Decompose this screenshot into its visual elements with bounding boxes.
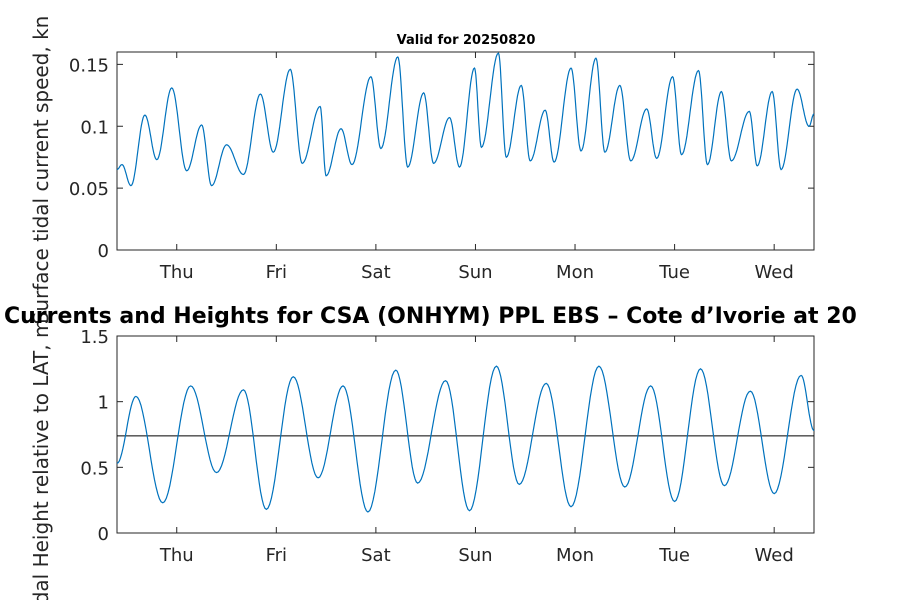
current-y-tick-label: 0.05 xyxy=(69,179,109,200)
current-x-tick-label: Thu xyxy=(159,262,194,283)
height-x-tick-label: Sun xyxy=(458,545,492,566)
height-x-tick-labels: Thu Fri Sat Sun Mon Tue Wed xyxy=(159,545,794,566)
height-x-tick-label: Fri xyxy=(266,545,287,566)
current-y-tick-label: 0.1 xyxy=(80,117,109,138)
height-y-tick-label: 0.5 xyxy=(80,458,109,479)
height-x-tick-label: Sat xyxy=(361,545,391,566)
height-y-axis-label: Tidal Height relative to LAT, m xyxy=(29,319,53,600)
current-plot-area xyxy=(116,51,815,251)
height-y-tick-label: 0 xyxy=(98,524,109,545)
height-y-tick-labels: 0 0.5 1 1.5 xyxy=(80,327,109,545)
current-x-tick-label: Tue xyxy=(658,262,690,283)
height-x-tick-label: Mon xyxy=(556,545,594,566)
current-y-tick-labels: 0 0.05 0.1 0.15 xyxy=(69,55,109,262)
current-y-axis-label: Surface tidal current speed, kn xyxy=(29,16,53,325)
tidal-height-line xyxy=(116,365,815,513)
current-x-tick-label: Wed xyxy=(755,262,794,283)
height-y-tick-label: 1 xyxy=(98,393,109,414)
current-panel-title: Valid for 20250820 xyxy=(397,33,536,48)
current-x-tick-label: Sat xyxy=(361,262,391,283)
current-speed-panel: Thu Fri Sat Sun Mon Tue Wed 0 0.05 0.1 0.15 Valid… xyxy=(29,16,815,325)
current-x-tick-label: Mon xyxy=(556,262,594,283)
current-x-tick-label: Fri xyxy=(266,262,287,283)
height-x-tick-label: Thu xyxy=(159,545,194,566)
current-y-tick-label: 0 xyxy=(98,241,109,262)
height-y-tick-label: 1.5 xyxy=(80,327,109,348)
current-x-tick-labels: Thu Fri Sat Sun Mon Tue Wed xyxy=(159,262,794,283)
current-x-tick-label: Sun xyxy=(458,262,492,283)
current-axis-ticks xyxy=(117,52,814,251)
current-speed-line xyxy=(116,52,815,187)
height-x-tick-label: Wed xyxy=(755,545,794,566)
main-figure-title: Currents and Heights for CSA (ONHYM) PPL… xyxy=(4,304,857,329)
height-x-tick-label: Tue xyxy=(658,545,690,566)
height-axis-ticks xyxy=(117,335,814,534)
current-y-tick-label: 0.15 xyxy=(69,55,109,76)
tidal-height-panel: Thu Fri Sat Sun Mon Tue Wed 0 0.5 1 1.5 Tidal Hei… xyxy=(29,319,815,600)
